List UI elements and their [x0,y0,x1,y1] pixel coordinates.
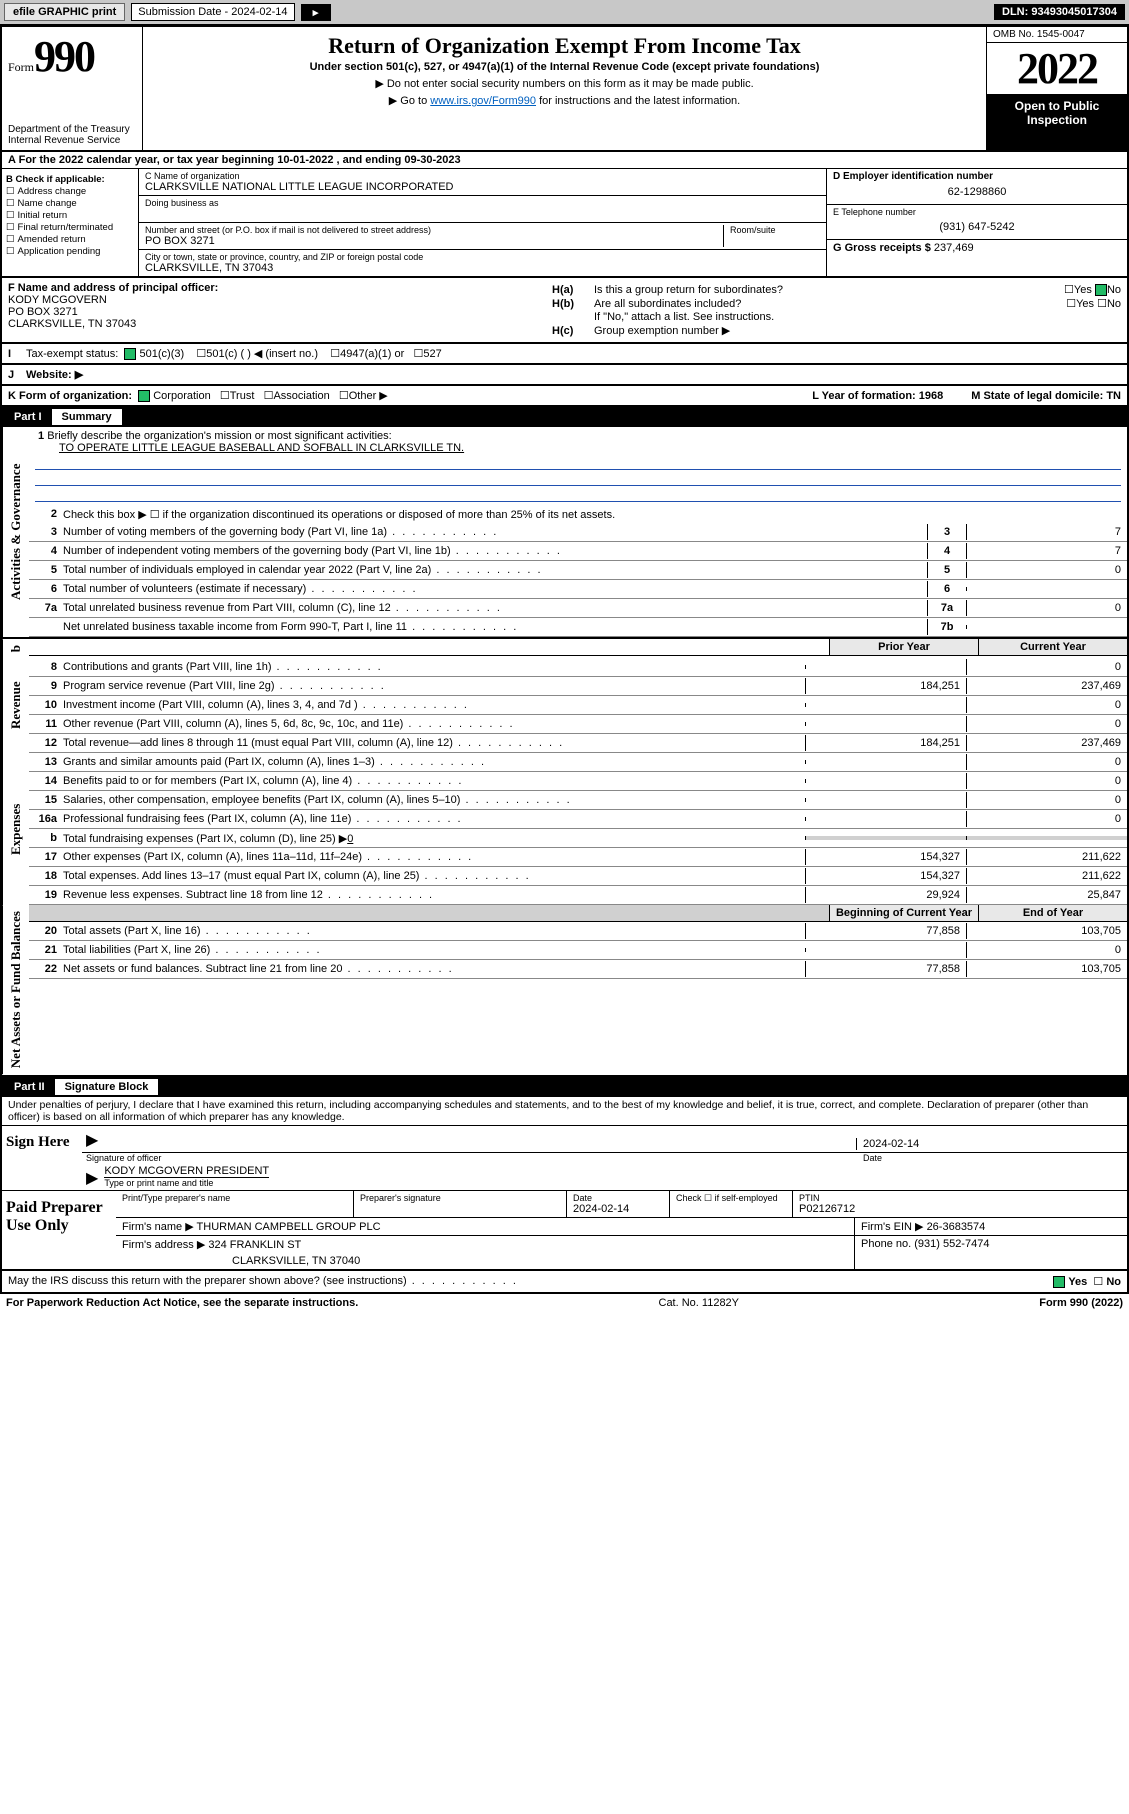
form-title: Return of Organization Exempt From Incom… [151,33,978,59]
checkbox-application-pending[interactable]: Application pending [6,246,134,257]
dln-label: DLN: 93493045017304 [994,4,1125,20]
firm-name: THURMAN CAMPBELL GROUP PLC [197,1221,381,1233]
chk-yes[interactable] [1053,1276,1065,1288]
mission: TO OPERATE LITTLE LEAGUE BASEBALL AND SO… [59,442,464,454]
arrow-icon: ▶ [86,1130,98,1150]
line-k: K Form of organization: Corporation ☐ Tr… [0,386,1129,407]
officer-addr2: CLARKSVILLE, TN 37043 [8,318,538,330]
note-link: ▶ Go to www.irs.gov/Form990 for instruct… [151,94,978,107]
year-formation: L Year of formation: 1968 [812,390,943,402]
city: CLARKSVILLE, TN 37043 [145,262,820,274]
checkbox-initial-return[interactable]: Initial return [6,210,134,221]
note-ssn: ▶ Do not enter social security numbers o… [151,77,978,90]
dept-label: Department of the Treasury Internal Reve… [8,124,136,146]
ein-lbl: D Employer identification number [833,171,1121,182]
officer-h-block: F Name and address of principal officer:… [0,278,1129,344]
vlabel-governance: Activities & Governance [2,427,29,637]
gross-val: 237,469 [934,242,974,254]
city-lbl: City or town, state or province, country… [145,252,820,262]
vlabel-b: b [2,639,29,658]
efile-print-button[interactable]: efile GRAPHIC print [4,3,125,21]
part-ii-header: Part II Signature Block [0,1077,1129,1097]
vlabel-revenue: Revenue [2,658,29,753]
form-word: Form [8,60,34,74]
arrow-icon: ▶ [86,1168,98,1188]
officer-sig-name: KODY MCGOVERN PRESIDENT [104,1165,269,1177]
tax-year: 2022 [987,43,1127,95]
checkbox-name-change[interactable]: Name change [6,198,134,209]
perjury-text: Under penalties of perjury, I declare th… [2,1097,1127,1125]
c-name-lbl: C Name of organization [145,171,820,181]
hdr-prior: Prior Year [829,639,978,655]
footer: For Paperwork Reduction Act Notice, see … [0,1294,1129,1312]
sign-here-lbl: Sign Here [2,1126,82,1190]
street: PO BOX 3271 [145,235,723,247]
vlabel-expenses: Expenses [2,753,29,905]
irs-link[interactable]: www.irs.gov/Form990 [430,95,536,107]
f-lbl: F Name and address of principal officer: [8,282,538,294]
vlabel-net: Net Assets or Fund Balances [2,905,29,1074]
phone-lbl: E Telephone number [833,207,1121,217]
may-irs-row: May the IRS discuss this return with the… [0,1271,1129,1294]
line-i: I Tax-exempt status: 501(c)(3) ☐ 501(c) … [0,344,1129,365]
line-j: J Website: ▶ [0,365,1129,386]
topbar: efile GRAPHIC print Submission Date - 20… [0,0,1129,25]
checkbox-amended-return[interactable]: Amended return [6,234,134,245]
street-lbl: Number and street (or P.O. box if mail i… [145,225,723,235]
checkbox-address-change[interactable]: Address change [6,186,134,197]
gross-lbl: G Gross receipts $ [833,242,931,254]
omb-number: OMB No. 1545-0047 [987,27,1127,43]
officer-addr1: PO BOX 3271 [8,306,538,318]
checkbox-final-return-terminated[interactable]: Final return/terminated [6,222,134,233]
submission-date: Submission Date - 2024-02-14 [131,3,294,21]
section-b: B Check if applicable: Address changeNam… [2,169,139,276]
org-name: CLARKSVILLE NATIONAL LITTLE LEAGUE INCOR… [145,181,820,193]
paid-preparer-lbl: Paid Preparer Use Only [2,1191,116,1269]
chk-corp[interactable] [138,390,150,402]
ein-val: 62-1298860 [833,182,1121,202]
open-public-badge: Open to Public Inspection [987,95,1127,150]
form-subtitle: Under section 501(c), 527, or 4947(a)(1)… [151,61,978,73]
chk-501c3[interactable] [124,348,136,360]
dba-lbl: Doing business as [145,198,820,208]
room-lbl: Room/suite [730,225,820,235]
line-a: A For the 2022 calendar year, or tax yea… [2,152,1127,169]
phone-val: (931) 647-5242 [833,217,1121,237]
part-i-header: Part I Summary [0,407,1129,427]
hdr-curr: Current Year [978,639,1127,655]
form-number: 990 [34,32,94,81]
form-header: Form990 Department of the Treasury Inter… [0,25,1129,152]
hdr-beg: Beginning of Current Year [829,905,978,921]
expand-button[interactable]: ▸ [301,4,331,21]
officer-name: KODY MCGOVERN [8,294,538,306]
sign-date: 2024-02-14 [856,1138,1123,1150]
hdr-end: End of Year [978,905,1127,921]
state-domicile: M State of legal domicile: TN [971,390,1121,402]
